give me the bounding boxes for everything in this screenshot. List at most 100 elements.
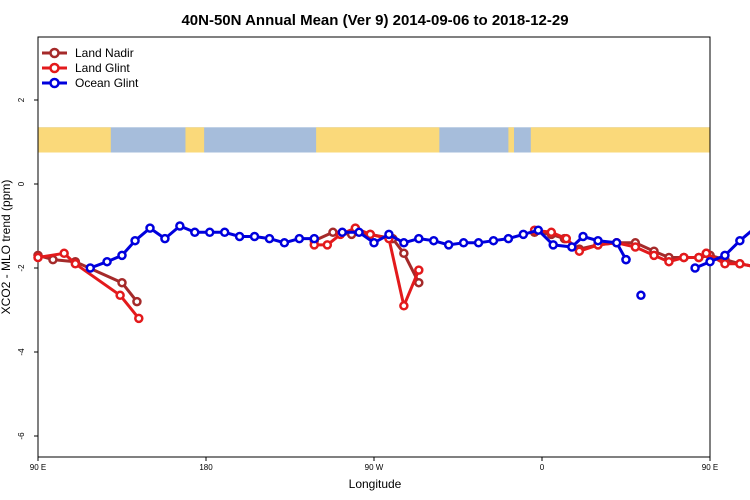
data-point xyxy=(117,250,127,261)
data-point xyxy=(621,254,631,265)
data-point xyxy=(578,231,588,242)
data-point xyxy=(85,263,96,273)
series-layer xyxy=(33,221,750,324)
y-tick-label: 0 xyxy=(17,181,26,186)
data-point xyxy=(219,227,230,238)
data-point xyxy=(175,221,185,231)
data-point xyxy=(115,290,125,301)
legend-marker xyxy=(49,47,60,59)
data-point xyxy=(546,227,557,238)
data-point xyxy=(518,229,529,240)
x-tick-label: 180 xyxy=(199,463,213,472)
data-point xyxy=(664,256,674,267)
data-point xyxy=(574,246,585,256)
land-segment xyxy=(38,127,111,153)
x-axis-label: Longitude xyxy=(349,477,402,491)
land-segment xyxy=(530,127,710,153)
data-point xyxy=(33,252,43,263)
data-point xyxy=(249,231,260,242)
x-tick-label: 0 xyxy=(540,463,545,472)
data-point xyxy=(134,313,144,324)
data-point xyxy=(190,227,200,238)
legend-marker xyxy=(49,77,60,89)
land-band xyxy=(38,127,710,153)
data-point xyxy=(679,252,689,263)
y-tick-label: -6 xyxy=(17,432,26,440)
data-point xyxy=(204,227,215,238)
y-tick-label: 2 xyxy=(17,97,26,102)
data-point xyxy=(720,259,730,269)
y-axis: 2 0 -2 -4 -6 xyxy=(17,97,38,440)
data-point xyxy=(567,242,577,252)
land-segment xyxy=(508,127,514,153)
x-tick-label: 90 E xyxy=(702,463,718,472)
land-segment xyxy=(316,127,440,153)
data-point xyxy=(279,238,290,248)
legend-item: Land Glint xyxy=(42,61,130,75)
data-point xyxy=(337,227,348,238)
x-tick-label: 90 E xyxy=(30,463,46,472)
y-tick-label: -2 xyxy=(17,264,26,272)
legend-label: Ocean Glint xyxy=(75,76,139,90)
data-point xyxy=(160,233,170,244)
data-point xyxy=(117,277,127,288)
y-tick-label: -4 xyxy=(17,348,26,356)
data-point xyxy=(611,238,622,248)
data-point xyxy=(705,256,715,267)
data-point xyxy=(48,254,58,265)
data-point xyxy=(630,242,641,252)
data-point xyxy=(234,231,245,242)
legend-marker xyxy=(49,62,60,74)
data-point xyxy=(369,238,379,248)
data-point xyxy=(414,233,424,244)
data-point xyxy=(488,235,499,246)
data-point xyxy=(414,265,424,275)
data-point xyxy=(59,248,69,259)
series-ocean-glint xyxy=(85,221,750,301)
legend-item: Ocean Glint xyxy=(42,76,139,90)
data-point xyxy=(145,223,155,233)
series-line xyxy=(89,224,315,270)
data-point xyxy=(322,240,333,250)
data-point xyxy=(309,233,320,244)
data-point xyxy=(548,240,558,250)
data-point xyxy=(414,277,424,288)
data-point xyxy=(720,250,730,261)
data-point xyxy=(694,252,704,263)
data-point xyxy=(458,238,469,248)
data-point xyxy=(649,250,659,261)
data-point xyxy=(399,248,409,259)
chart-title: 40N-50N Annual Mean (Ver 9) 2014-09-06 t… xyxy=(181,12,568,29)
land-segment xyxy=(185,127,205,153)
data-point xyxy=(354,227,364,238)
data-point xyxy=(130,235,140,246)
data-point xyxy=(735,259,745,269)
data-point xyxy=(132,296,142,307)
data-point xyxy=(384,229,394,240)
data-point xyxy=(365,229,376,240)
data-point xyxy=(561,233,572,244)
data-point xyxy=(102,256,112,267)
y-axis-label: XCO2 - MLO trend (ppm) xyxy=(0,180,13,315)
legend-label: Land Nadir xyxy=(75,46,134,60)
data-point xyxy=(428,235,439,246)
data-point xyxy=(70,259,81,269)
data-point xyxy=(690,263,700,273)
data-point xyxy=(443,240,454,250)
data-point xyxy=(735,235,745,246)
data-point xyxy=(593,235,603,246)
x-tick-label: 90 W xyxy=(365,463,384,472)
data-point xyxy=(328,227,338,238)
data-point xyxy=(503,233,514,244)
data-point xyxy=(399,301,409,311)
data-point xyxy=(701,248,712,259)
data-point xyxy=(473,238,484,248)
data-point xyxy=(399,238,409,248)
data-point xyxy=(636,290,646,301)
legend-label: Land Glint xyxy=(75,61,130,75)
legend-item: Land Nadir xyxy=(42,46,134,60)
x-axis: 90 E 180 90 W 0 90 E xyxy=(30,457,718,472)
data-point xyxy=(533,225,544,235)
